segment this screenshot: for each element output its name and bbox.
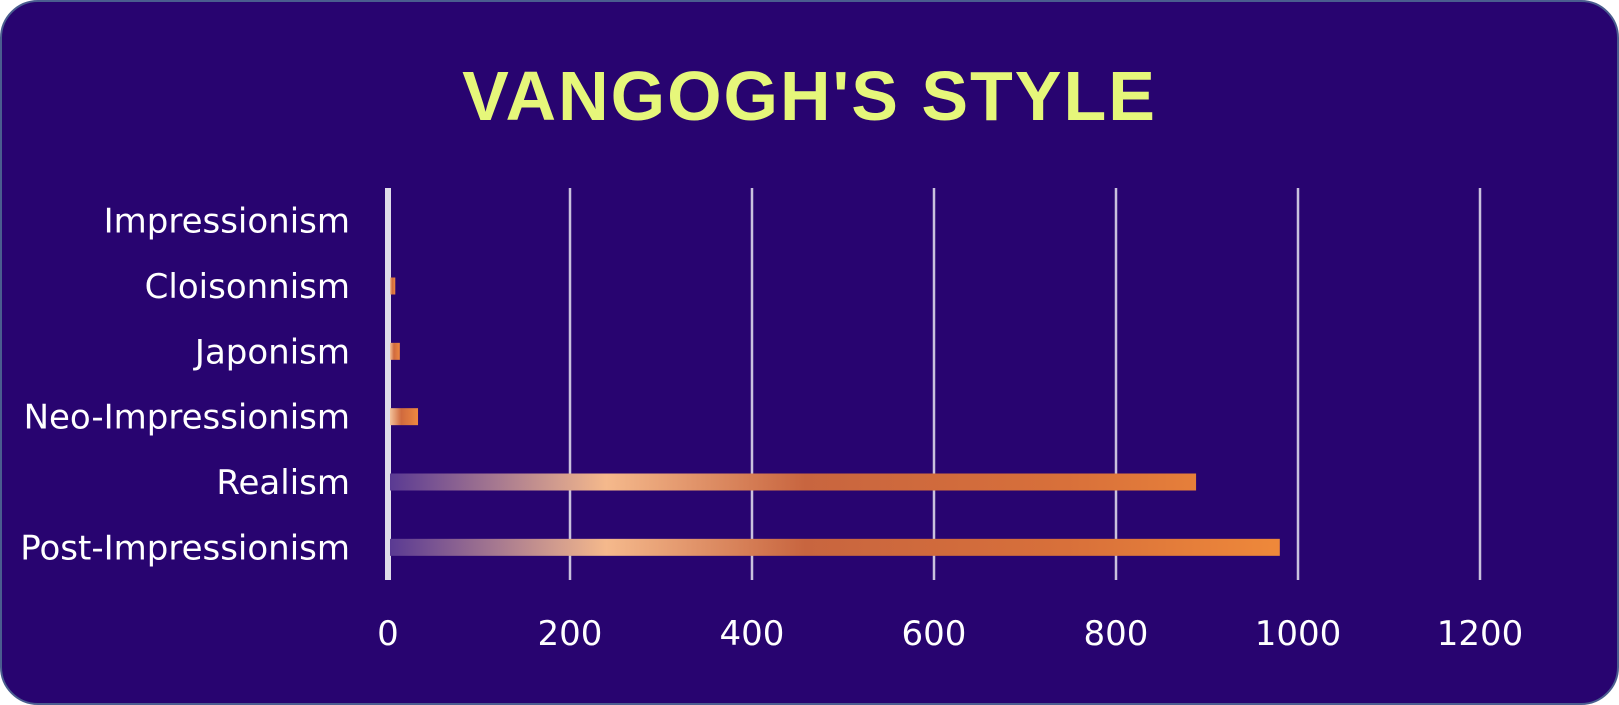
x-tick-label: 200 [538,614,603,654]
category-label: Post-Impressionism [20,528,350,568]
category-label: Impressionism [104,202,350,242]
category-label: Neo-Impressionism [24,398,350,438]
x-tick-label: 1200 [1437,614,1524,654]
category-label: Realism [216,463,350,503]
category-labels: Impressionism Cloisonnism Japonism Neo-Impr… [20,202,350,569]
x-tick-label: 400 [720,614,785,654]
x-tick-label: 600 [902,614,967,654]
bar-cloisonnism [390,277,396,295]
category-label: Japonism [193,332,350,372]
gridlines [385,188,1482,580]
bar-realism [390,473,1197,491]
x-tick-label: 1000 [1255,614,1342,654]
x-tick-label: 0 [377,614,399,654]
category-label: Cloisonnism [145,267,350,307]
bar-post-impressionism [390,538,1280,556]
x-tick-label: 800 [1084,614,1149,654]
chart-title: VANGOGH'S STYLE [462,57,1157,135]
bar-japonism [390,342,400,360]
x-axis-ticks: 0 200 400 600 800 1000 1200 [377,614,1523,654]
bars [390,277,1280,556]
bar-neo-impressionism [390,408,419,426]
